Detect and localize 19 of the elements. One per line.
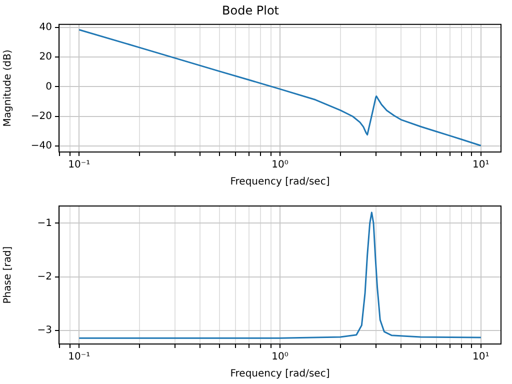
y-tick-label: 0 <box>46 81 52 92</box>
x-tick-label: 10⁻¹ <box>68 160 90 171</box>
y-tick-label: −40 <box>30 140 52 152</box>
x-axis-title: Frequency [rad/sec] <box>230 368 330 380</box>
x-tick-label: 10⁰ <box>272 352 288 363</box>
x-tick-label: 10¹ <box>472 352 490 363</box>
y-tick-label: 20 <box>39 52 52 63</box>
x-axis-title: Frequency [rad/sec] <box>230 176 330 188</box>
y-tick-label: −2 <box>37 271 52 282</box>
x-tick-label: 10⁰ <box>272 160 288 171</box>
y-tick-label: −20 <box>30 110 52 122</box>
y-tick-label: −3 <box>37 325 52 336</box>
chart-title: Bode Plot <box>222 3 280 18</box>
y-tick-label: 40 <box>39 22 52 33</box>
y-axis-title: Phase [rad] <box>2 246 14 304</box>
y-tick-label: −1 <box>37 218 52 229</box>
x-tick-label: 10⁻¹ <box>68 352 90 363</box>
y-axis-title: Magnitude (dB) <box>2 50 14 127</box>
x-tick-label: 10¹ <box>472 160 490 171</box>
